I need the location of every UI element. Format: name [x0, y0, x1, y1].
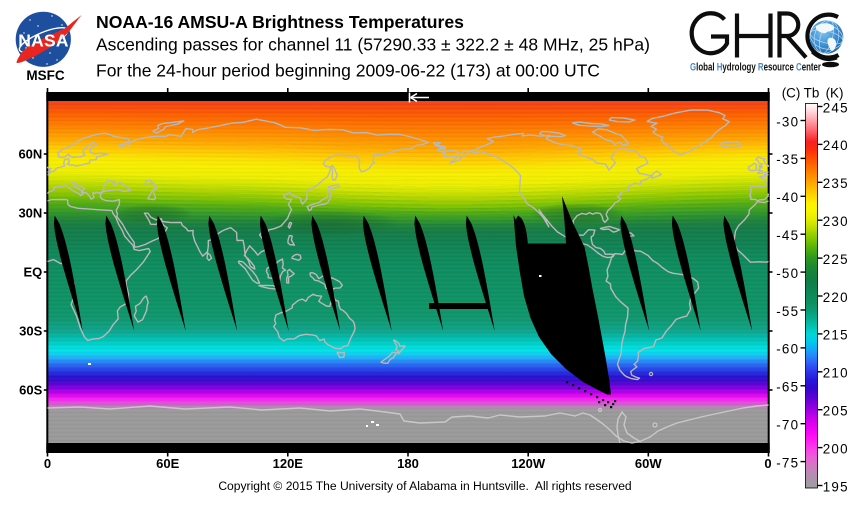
- svg-text:210: 210: [823, 366, 849, 381]
- svg-text:EQ: EQ: [24, 265, 43, 280]
- svg-text:30S: 30S: [19, 324, 42, 339]
- svg-text:0: 0: [764, 456, 771, 471]
- svg-text:MSFC: MSFC: [26, 68, 64, 83]
- svg-text:220: 220: [823, 290, 849, 305]
- svg-text:0: 0: [44, 456, 51, 471]
- svg-text:-35: -35: [776, 152, 799, 167]
- svg-text:NASA: NASA: [18, 31, 69, 51]
- svg-text:(C): (C): [782, 86, 801, 101]
- svg-text:120E: 120E: [273, 456, 304, 471]
- svg-text:60S: 60S: [19, 383, 42, 398]
- svg-text:-70: -70: [776, 418, 799, 433]
- svg-text:Ascending passes for channel 1: Ascending passes for channel 11 (57290.3…: [96, 35, 650, 55]
- svg-text:30N: 30N: [18, 206, 42, 221]
- svg-text:180: 180: [397, 456, 419, 471]
- svg-text:60E: 60E: [156, 456, 179, 471]
- svg-text:240: 240: [823, 138, 849, 153]
- svg-text:-60: -60: [776, 342, 799, 357]
- svg-text:-75: -75: [776, 455, 799, 470]
- svg-text:-30: -30: [776, 114, 799, 129]
- svg-text:215: 215: [823, 328, 849, 343]
- svg-text:230: 230: [823, 214, 849, 229]
- svg-text:205: 205: [823, 404, 849, 419]
- svg-text:-45: -45: [776, 228, 799, 243]
- svg-text:Tb: Tb: [804, 86, 820, 101]
- svg-text:-65: -65: [776, 380, 799, 395]
- svg-text:For the 24-hour period beginni: For the 24-hour period beginning 2009-06…: [96, 61, 600, 81]
- svg-text:245: 245: [823, 100, 849, 115]
- svg-text:Global Hydrology Resource Cent: Global Hydrology Resource Center: [690, 62, 822, 74]
- svg-text:-55: -55: [776, 304, 799, 319]
- svg-text:60N: 60N: [18, 147, 42, 162]
- svg-text:Copyright © 2015 The Universit: Copyright © 2015 The University of Alaba…: [218, 479, 631, 493]
- svg-text:235: 235: [823, 176, 849, 191]
- svg-text:(K): (K): [826, 86, 844, 101]
- svg-text:195: 195: [823, 479, 849, 494]
- svg-text:225: 225: [823, 252, 849, 267]
- svg-text:-50: -50: [776, 266, 799, 281]
- svg-text:200: 200: [823, 441, 849, 456]
- svg-text:60W: 60W: [635, 456, 662, 471]
- svg-text:-40: -40: [776, 190, 799, 205]
- svg-text:NOAA-16 AMSU-A Brightness Temp: NOAA-16 AMSU-A Brightness Temperatures: [96, 12, 464, 32]
- svg-text:120W: 120W: [511, 456, 546, 471]
